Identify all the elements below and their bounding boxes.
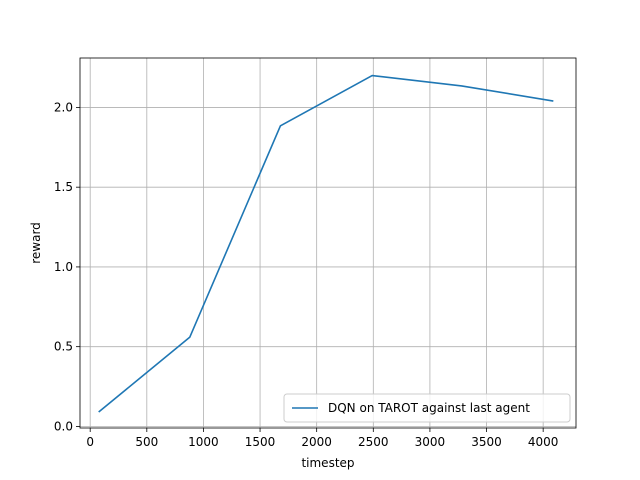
series-layer bbox=[98, 74, 554, 413]
x-tick-label: 3000 bbox=[415, 435, 446, 449]
y-tick-label: 0.5 bbox=[54, 340, 73, 354]
legend-label: DQN on TAROT against last agent bbox=[328, 401, 530, 415]
y-axis-label: reward bbox=[29, 222, 43, 264]
y-tick-label: 2.0 bbox=[54, 100, 73, 114]
x-tick-label: 3500 bbox=[471, 435, 502, 449]
legend: DQN on TAROT against last agent bbox=[283, 393, 571, 423]
x-tick-label: 4000 bbox=[528, 435, 559, 449]
x-tick-label: 1000 bbox=[188, 435, 219, 449]
x-tick-label: 2500 bbox=[358, 435, 389, 449]
x-tick-label: 500 bbox=[135, 435, 158, 449]
y-tick-label: 1.0 bbox=[54, 260, 73, 274]
x-tick-label: 2000 bbox=[301, 435, 332, 449]
y-tick-label: 1.5 bbox=[54, 180, 73, 194]
x-axis-label: timestep bbox=[301, 456, 354, 470]
x-tick-label: 0 bbox=[86, 435, 94, 449]
x-tick-label: 1500 bbox=[245, 435, 276, 449]
series-line bbox=[98, 74, 554, 413]
x-axis: 0 500 1000 1500 2000 2500 3000 3500 4000 bbox=[86, 428, 558, 449]
plot-frame bbox=[79, 57, 577, 429]
legend-box bbox=[283, 393, 571, 423]
grid-lines bbox=[80, 58, 576, 428]
y-tick-label: 0.0 bbox=[54, 419, 73, 433]
y-axis: 0.0 0.5 1.0 1.5 2.0 bbox=[54, 100, 80, 433]
